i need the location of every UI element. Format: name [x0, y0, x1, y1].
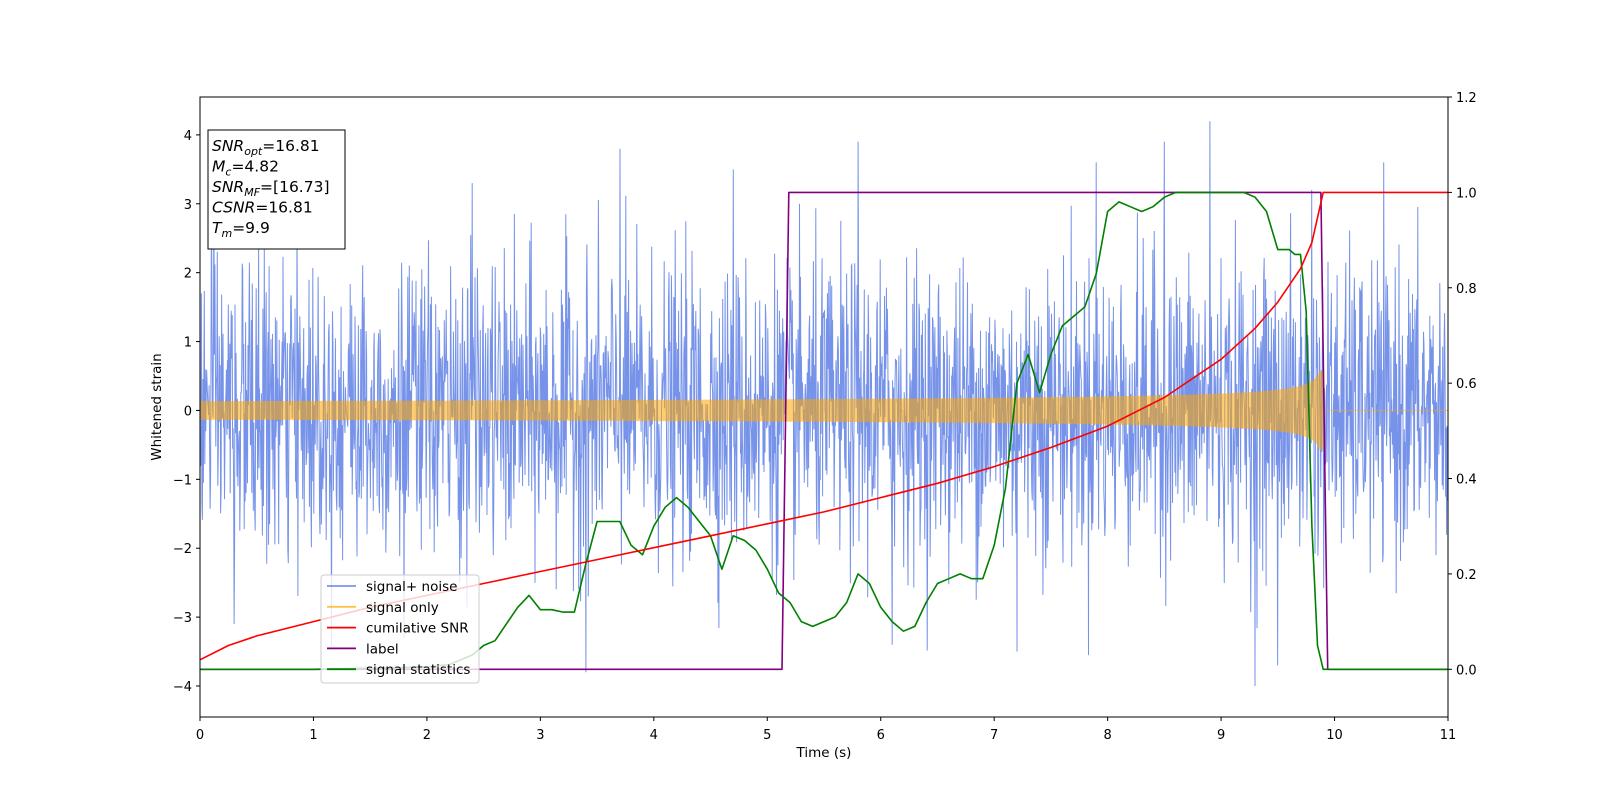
y-left-tick-label: 3	[184, 198, 192, 213]
x-tick-label: 0	[196, 728, 204, 743]
y-right-tick-label: 0.4	[1456, 473, 1477, 488]
y-right-tick-label: 0.6	[1456, 377, 1477, 392]
info-subscript: opt	[244, 145, 263, 158]
info-lines: SNRopt=16.81Mc=4.82SNRMF=[16.73]CSNR=16.…	[212, 137, 330, 240]
x-tick-label: 7	[990, 728, 998, 743]
x-tick-label: 6	[877, 728, 885, 743]
info-subscript: m	[221, 227, 232, 240]
y-axis-left: −4 −3 −2 −1 0 1 2 3 4	[173, 129, 200, 695]
info-box: SNRopt=16.81Mc=4.82SNRMF=[16.73]CSNR=16.…	[207, 129, 346, 250]
series-signal-only-line	[199, 370, 1448, 451]
series-signal-statistics-line	[200, 191, 1448, 671]
info-line: SNRopt=16.81	[212, 137, 320, 158]
y-left-tick-label: −3	[173, 611, 192, 626]
x-tick-label: 2	[423, 728, 431, 743]
legend-items: signal+ noise signal only cumilative SNR la…	[327, 579, 470, 678]
x-axis-label: Time (s)	[796, 745, 852, 761]
series-layer	[199, 121, 1449, 687]
y-left-tick-label: 4	[184, 129, 192, 144]
y-left-tick-label: −2	[173, 542, 192, 557]
y-right-tick-label: 1.0	[1456, 186, 1477, 201]
info-line: Mc=4.82	[212, 158, 279, 179]
x-tick-label: 1	[309, 728, 317, 743]
info-value: =4.82	[231, 158, 279, 176]
info-subscript: MF	[244, 186, 260, 199]
y-axis-right: 0.0 0.2 0.4 0.6 0.8 1.0 1.2	[1448, 91, 1477, 678]
info-subscript: c	[225, 166, 231, 179]
legend-label: signal statistics	[366, 662, 470, 678]
x-tick-label: 11	[1440, 728, 1457, 743]
y-right-tick-label: 0.2	[1456, 568, 1477, 583]
legend-label: label	[366, 641, 399, 657]
x-tick-label: 4	[650, 728, 658, 743]
y-right-tick-label: 1.2	[1456, 91, 1477, 106]
info-symbol: M	[212, 158, 225, 176]
info-symbol: T	[212, 219, 223, 237]
info-value: =[16.73]	[260, 178, 329, 196]
x-axis: 0 1 2 3 4 5 6 7 8 9 10 11	[196, 717, 1456, 743]
info-symbol: SNR	[212, 178, 244, 196]
info-symbol: SNR	[212, 137, 244, 155]
legend-label: cumilative SNR	[366, 621, 469, 637]
y-left-tick-label: 1	[184, 336, 192, 351]
x-tick-label: 5	[763, 728, 771, 743]
info-value: =16.81	[262, 137, 319, 155]
info-symbol: CSNR	[212, 199, 255, 217]
info-box-frame	[207, 129, 346, 250]
y-axis-label-left: Whitened strain	[149, 353, 165, 460]
x-tick-label: 10	[1326, 728, 1343, 743]
y-right-tick-label: 0.8	[1456, 282, 1477, 297]
y-right-tick-label: 0.0	[1456, 663, 1477, 678]
info-line: SNRMF=[16.73]	[212, 178, 330, 199]
series-signal-noise-line	[199, 121, 1449, 687]
y-left-tick-label: 0	[184, 404, 192, 419]
legend-label: signal only	[366, 600, 439, 616]
info-line: CSNR=16.81	[212, 199, 313, 217]
y-left-tick-label: 2	[184, 267, 192, 282]
plot-frame	[199, 96, 1449, 718]
x-tick-label: 8	[1103, 728, 1111, 743]
legend-label: signal+ noise	[366, 579, 457, 595]
legend: signal+ noise signal only cumilative SNR la…	[320, 574, 480, 684]
x-tick-label: 9	[1217, 728, 1225, 743]
legend-frame	[320, 574, 480, 684]
info-line: Tm=9.9	[212, 219, 270, 240]
y-left-tick-label: −1	[173, 473, 192, 488]
info-value: =9.9	[232, 219, 270, 237]
y-left-tick-label: −4	[173, 680, 192, 695]
x-tick-label: 3	[536, 728, 544, 743]
info-value: =16.81	[255, 199, 312, 217]
